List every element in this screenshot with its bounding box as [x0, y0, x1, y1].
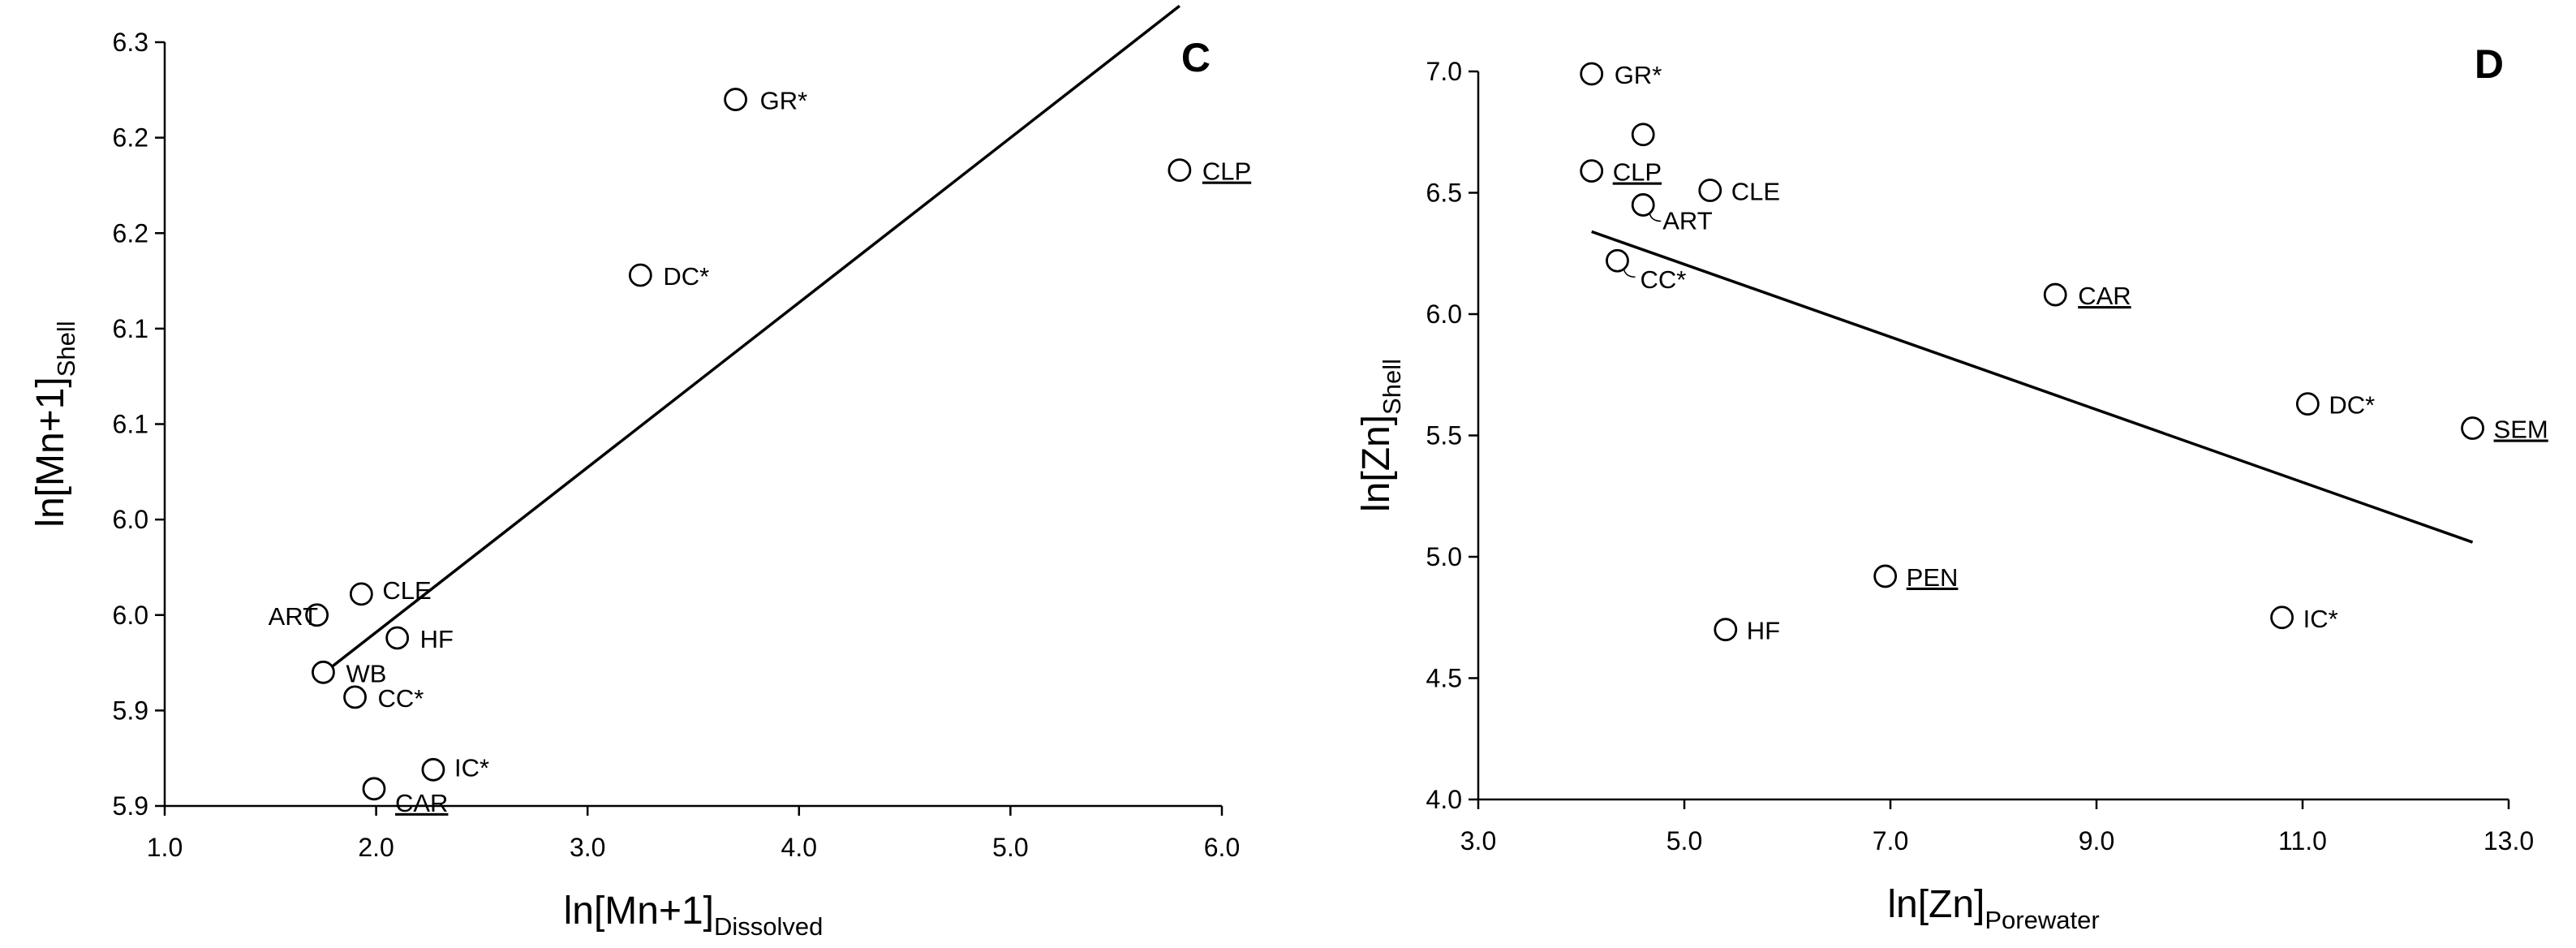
- panel-c-scatter-plot: 5.9 5.9 6.0 6.0 6.1 6.1 6.2 6.2 6.3 1.0 2.0 3.0 4.0 5…: [29, 4, 1251, 941]
- point-label: IC*: [454, 753, 489, 782]
- trendline: [329, 4, 1180, 670]
- y-tick-label: 6.0: [113, 505, 148, 534]
- y-tick-label: 4.0: [1426, 785, 1462, 814]
- y-tick-label: 4.5: [1426, 664, 1462, 693]
- point-label: GR*: [1615, 61, 1662, 89]
- x-tick-label: 2.0: [358, 833, 393, 862]
- label-leader: [1649, 213, 1662, 222]
- point-label: WB: [346, 659, 386, 687]
- y-tick-label: 5.9: [113, 791, 148, 821]
- point-label: GR*: [760, 87, 808, 115]
- y-tick-label: 6.2: [113, 218, 148, 248]
- x-tick-label: 4.0: [781, 833, 817, 862]
- point-label: CLE: [1731, 178, 1780, 206]
- point-label: SEM: [2494, 416, 2548, 444]
- point-label: CLP: [1202, 157, 1251, 186]
- x-tick-label: 5.0: [1666, 826, 1702, 855]
- point-label: CC*: [1640, 265, 1686, 294]
- point-label: DC*: [663, 262, 709, 291]
- point-label: IC*: [2303, 605, 2338, 633]
- data-point: [1580, 159, 1604, 183]
- data-point: [349, 582, 373, 606]
- point-label: CLP: [1613, 158, 1662, 187]
- point-label: DC*: [2329, 391, 2375, 420]
- data-point: [2295, 392, 2320, 416]
- data-point: [362, 777, 386, 801]
- data-point: [1606, 248, 1629, 273]
- y-tick-label: 6.3: [113, 28, 148, 57]
- data-point: [305, 603, 329, 627]
- y-tick-label: 7.0: [1426, 57, 1462, 86]
- y-tick-label: 5.9: [113, 696, 148, 725]
- point-label: CAR: [395, 789, 448, 817]
- data-point: [312, 660, 335, 684]
- data-point: [724, 88, 748, 111]
- x-tick-label: 5.0: [992, 833, 1028, 862]
- point-label: HF: [420, 625, 454, 653]
- trendline: [1591, 230, 2474, 544]
- y-tick-label: 6.1: [113, 314, 148, 343]
- y-axis-label: ln[Zn]Shell: [1355, 359, 1406, 512]
- data-point: [1873, 564, 1898, 588]
- x-tick-label: 3.0: [570, 833, 605, 862]
- point-label: PEN: [1907, 563, 1959, 592]
- y-tick-label: 6.1: [113, 410, 148, 439]
- data-point: [1580, 62, 1604, 86]
- y-tick-label: 6.0: [113, 601, 148, 630]
- data-point: [421, 757, 445, 782]
- x-tick-label: 1.0: [147, 833, 183, 862]
- y-tick-label: 5.0: [1426, 542, 1462, 571]
- data-point: [2043, 282, 2067, 307]
- data-point: [1698, 179, 1722, 202]
- data-point: [1714, 618, 1738, 642]
- x-tick-label: 7.0: [1873, 826, 1908, 855]
- y-tick-label: 6.2: [113, 123, 148, 153]
- y-tick-label: 6.0: [1426, 299, 1462, 329]
- panel-label: D: [2475, 41, 2504, 87]
- panel-label: C: [1181, 35, 1211, 80]
- x-tick-label: 11.0: [2278, 826, 2327, 855]
- y-tick-label: 6.5: [1426, 179, 1462, 208]
- x-axis-label: ln[Zn]Porewater: [1887, 883, 2099, 934]
- data-point: [1631, 123, 1655, 147]
- data-point: [1631, 193, 1655, 217]
- data-point: [385, 626, 410, 650]
- x-axis-label: ln[Mn+1]Dissolved: [564, 890, 824, 941]
- x-tick-label: 3.0: [1460, 826, 1496, 855]
- point-label: CAR: [2078, 282, 2131, 310]
- point-label: CC*: [378, 684, 424, 713]
- point-label: HF: [1747, 617, 1780, 645]
- data-point: [628, 263, 652, 287]
- data-point: [343, 685, 367, 709]
- point-label: ART: [1662, 206, 1713, 235]
- data-point: [2270, 605, 2294, 630]
- x-tick-label: 13.0: [2484, 826, 2534, 855]
- x-tick-label: 6.0: [1204, 833, 1240, 862]
- point-label: ART: [269, 602, 319, 631]
- data-point: [2461, 416, 2484, 440]
- point-label: CLE: [382, 576, 431, 605]
- label-leader: [1623, 269, 1636, 278]
- x-tick-label: 9.0: [2079, 826, 2114, 855]
- data-point: [1168, 158, 1192, 183]
- y-axis-label: ln[Mn+1]Shell: [29, 321, 80, 527]
- panel-d-scatter-plot: 4.0 4.5 5.0 5.5 6.0 6.5 7.0 3.0 5.0 7.0 9.0 11.0 13.…: [1355, 41, 2548, 934]
- y-tick-label: 5.5: [1426, 421, 1462, 450]
